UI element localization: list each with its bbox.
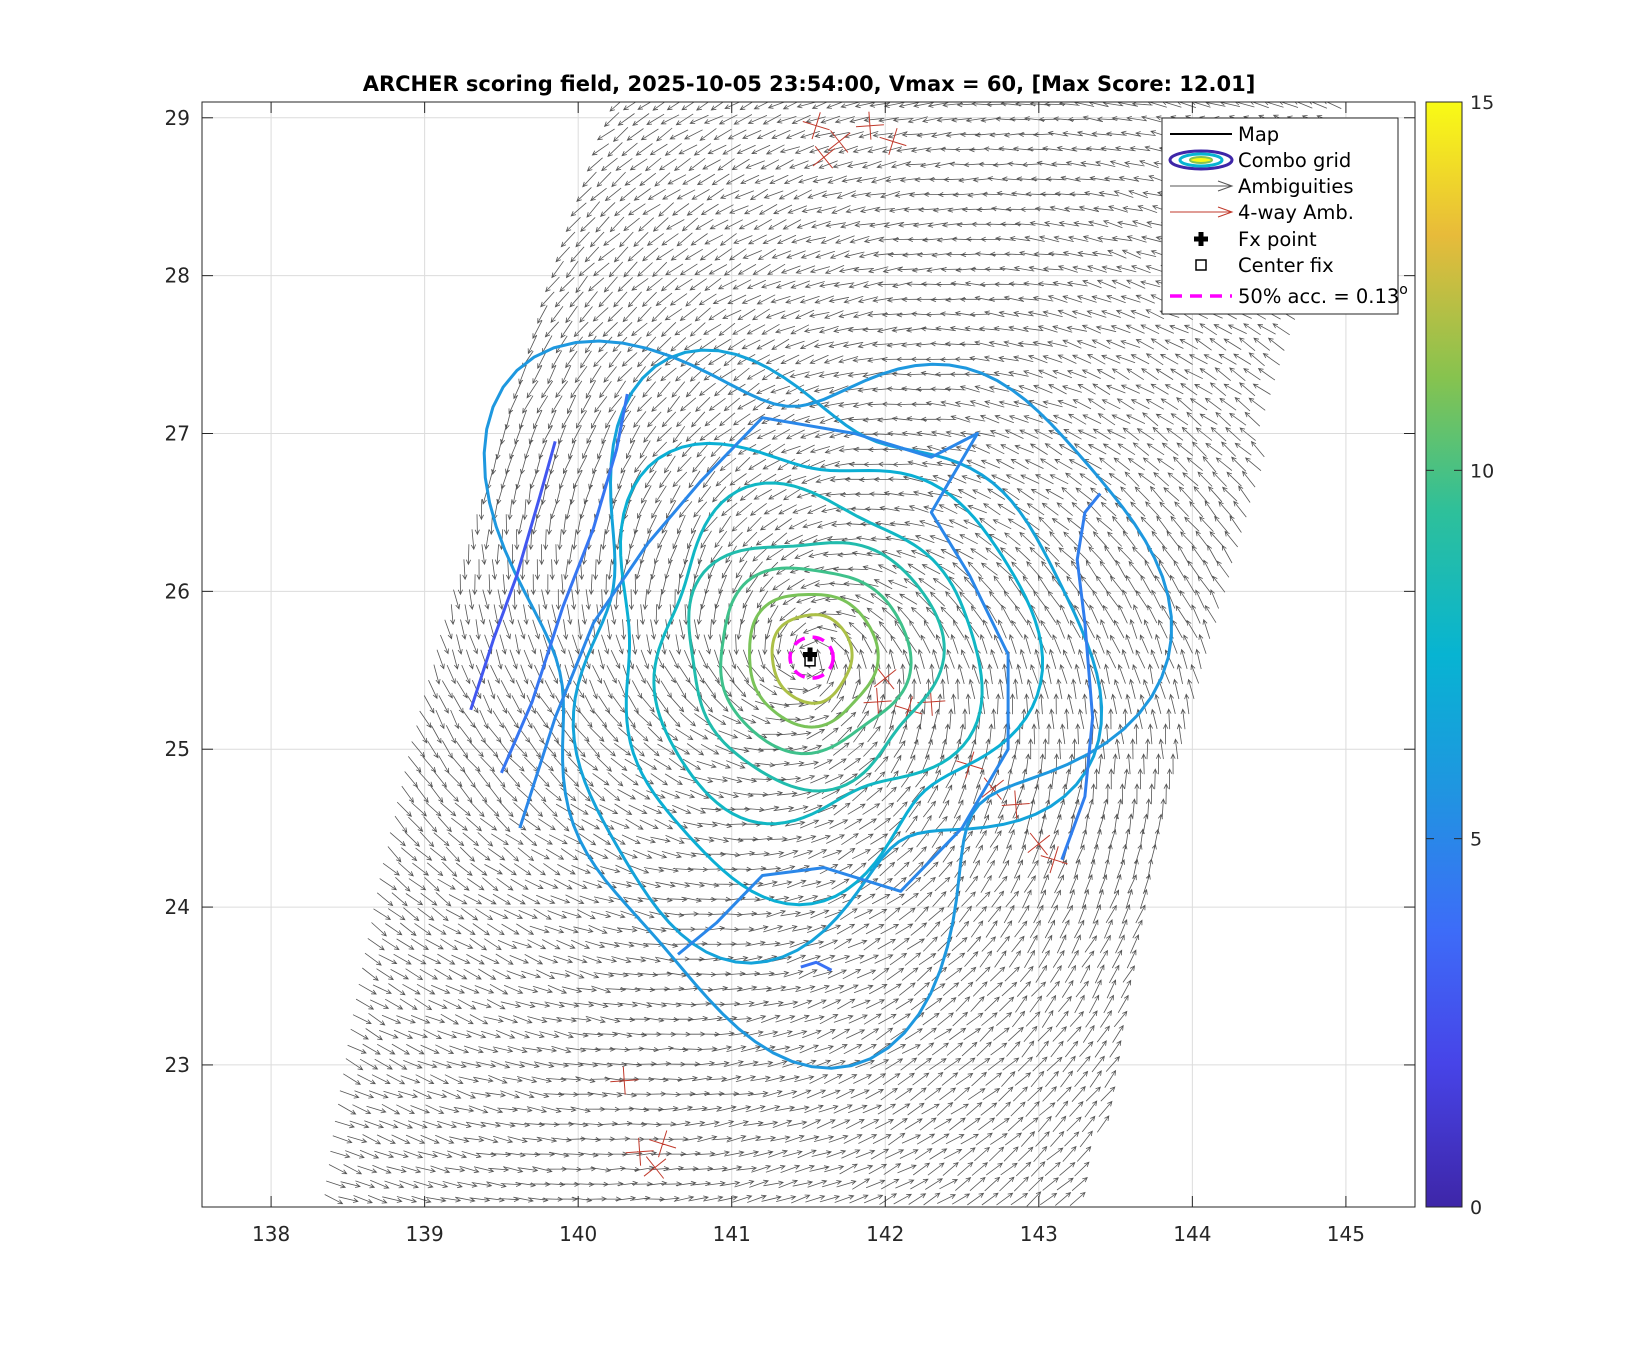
legend: Map Combo grid Ambiguities 4-way Amb. Fx poi… <box>1161 117 1408 315</box>
contour-level <box>687 541 946 793</box>
legend-combo-ellipse <box>1189 156 1213 164</box>
contour-level <box>770 613 854 705</box>
ambiguity-vectors <box>324 102 1342 1207</box>
colorbar-ticks: 0 5 10 15 <box>1426 92 1494 1219</box>
open-contour <box>1060 492 1102 861</box>
y-tick-label: 28 <box>165 264 190 288</box>
legend-label: Fx point <box>1238 228 1317 251</box>
y-tick-label: 27 <box>165 422 190 446</box>
colorbar <box>1425 101 1463 1208</box>
y-tick-label: 26 <box>165 579 190 603</box>
accuracy-circle <box>788 635 835 680</box>
x-tick-label: 143 <box>1020 1222 1058 1246</box>
legend-square <box>1195 259 1207 271</box>
legend-label: Center fix <box>1238 254 1334 277</box>
x-tick-label: 138 <box>252 1222 290 1246</box>
center-markers <box>788 635 835 680</box>
legend-label: 4-way Amb. <box>1238 201 1354 224</box>
four-way-ambiguities <box>610 111 1068 1179</box>
open-contour <box>800 960 833 972</box>
legend-label: Map <box>1238 123 1279 146</box>
x-tick-label: 141 <box>713 1222 751 1246</box>
legend-arrow <box>1170 180 1234 192</box>
legend-label: 50% acc. = 0.13o <box>1238 282 1408 308</box>
x-tick-label: 140 <box>559 1222 597 1246</box>
colorbar-tick-label: 5 <box>1470 829 1482 851</box>
contour-level <box>652 481 984 826</box>
colorbar-tick-label: 10 <box>1470 460 1494 482</box>
contour-level <box>618 441 1045 907</box>
open-contour <box>518 416 1010 956</box>
plot-frame <box>201 101 1416 1208</box>
ambiguity-arrows <box>324 102 1342 1207</box>
contour-level <box>719 566 913 756</box>
contour-level <box>571 348 1104 965</box>
colorbar-tick-label: 0 <box>1470 1197 1482 1219</box>
x-axis: 138 139 140 141 142 143 144 145 <box>252 102 1365 1246</box>
x-tick-label: 145 <box>1327 1222 1365 1246</box>
x-tick-label: 142 <box>866 1222 904 1246</box>
legend-arrow <box>1170 206 1234 218</box>
four-way-marks <box>610 111 1068 1179</box>
score-contours <box>469 339 1173 1070</box>
open-contour <box>469 440 557 711</box>
open-contour <box>500 393 629 774</box>
fx-point-marker <box>803 647 818 662</box>
legend-degree-superscript: o <box>1399 282 1408 298</box>
contour-level <box>748 593 880 729</box>
legend-combo-ellipse <box>1168 149 1234 171</box>
x-tick-label: 139 <box>406 1222 444 1246</box>
legend-label: Combo grid <box>1238 149 1351 172</box>
y-tick-label: 25 <box>165 737 190 761</box>
y-tick-label: 23 <box>165 1053 190 1077</box>
contour-level <box>482 339 1173 1070</box>
colorbar-tick-label: 15 <box>1470 92 1494 114</box>
y-axis: 23 24 25 26 27 28 29 <box>165 106 1415 1077</box>
legend-combo-ellipse <box>1178 152 1224 168</box>
x-tick-label: 144 <box>1173 1222 1211 1246</box>
legend-label: Ambiguities <box>1238 175 1354 198</box>
y-tick-label: 24 <box>165 895 190 919</box>
legend-plus <box>1194 232 1208 246</box>
y-tick-label: 29 <box>165 106 190 130</box>
chart-title: ARCHER scoring field, 2025-10-05 23:54:0… <box>363 72 1256 96</box>
